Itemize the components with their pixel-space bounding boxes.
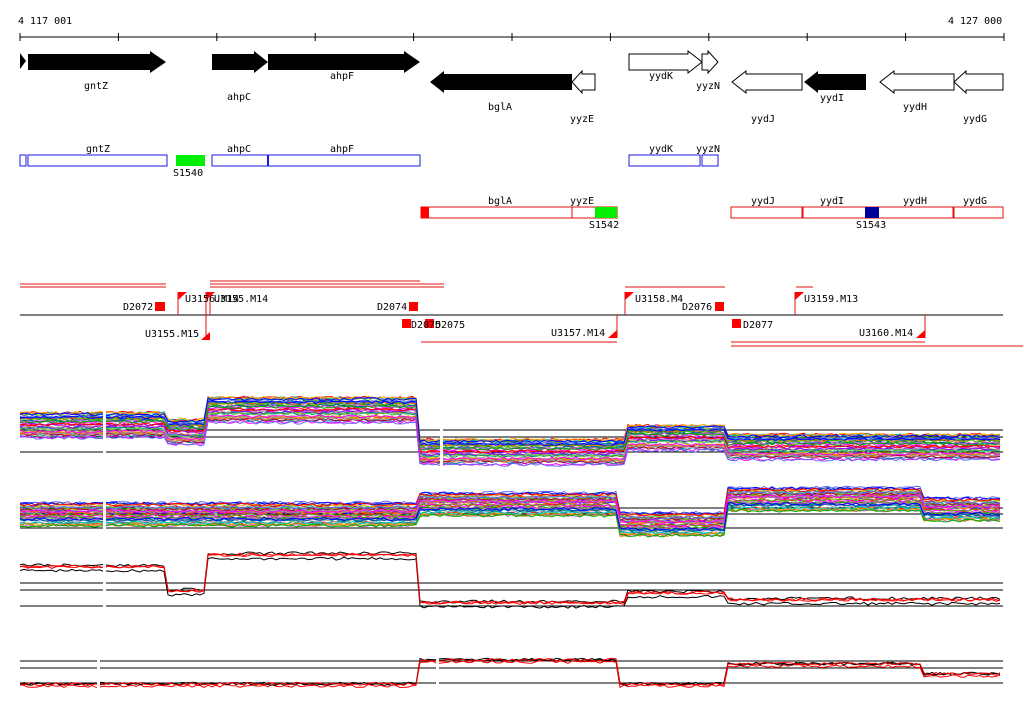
gene-label-yydi: yydI [820,93,844,104]
tu-label[interactable]: D2075 [435,320,465,331]
gene-arrow-ahpf[interactable] [268,51,420,73]
operon-label: ahpC [227,144,251,155]
gene-track: gntZ ahpC ahpF bglA yyzE yydK yyzN yydJ … [20,49,1004,125]
gene-label-yyzn: yyzN [696,81,720,92]
expression-track-summary-1 [19,543,1003,623]
operon-box-yydg[interactable] [953,206,1004,219]
expression-track-summary-2 [19,621,1003,701]
operon-label: ahpF [330,144,354,155]
ruler-end-label: 4 127 000 [948,16,1002,27]
operon-label: yyzN [696,144,720,155]
gene-label-yydk: yydK [649,71,673,82]
segment-marker-s1542[interactable] [595,207,617,218]
gene-arrow-yydk[interactable] [628,49,703,75]
segment-marker-s1540[interactable] [176,155,205,166]
tu-label[interactable]: U3155.M14 [214,294,268,305]
operon-track-forward [19,154,719,167]
tu-label[interactable]: D2076 [682,302,712,313]
gene-arrow-gntz[interactable] [28,51,166,73]
tu-label[interactable]: U3156.M14 [185,294,239,305]
tu-label[interactable]: U3160.M14 [859,328,913,339]
gene-arrow-bgla[interactable] [430,71,572,93]
operon-track-reverse [420,206,1004,219]
segment-label-s1543: S1543 [856,220,886,231]
gene-label-bgla: bglA [488,102,512,113]
tu-label[interactable]: U3157.M14 [551,328,605,339]
gene-arrow-yydh[interactable] [879,69,955,95]
tu-label[interactable]: U3159.M13 [804,294,858,305]
gene-label-gntz: gntZ [84,81,108,92]
operon-box-yydj[interactable] [730,206,803,219]
operon-label: bglA [488,196,512,207]
operon-box-yyzn[interactable] [701,154,719,167]
gene-arrow-yyzn[interactable] [701,49,719,75]
ruler-start-label: 4 117 001 [18,16,72,27]
gene-label-yydj: yydJ [751,114,775,125]
operon-label: gntZ [86,144,110,155]
gene-arrow-yyze[interactable] [571,69,596,95]
operon-box-bgla[interactable] [420,206,573,219]
operon-label: yyzE [570,196,594,207]
tu-label[interactable]: D2074 [377,302,407,313]
expression-track-multicolor-2 [19,468,1003,548]
gene-label-ahpc: ahpC [227,92,251,103]
operon-labels-forward: gntZ ahpC ahpF yydK yyzN [86,144,720,155]
operon-label: yydK [649,144,673,155]
gene-label-yydh: yydH [903,102,927,113]
tu-label[interactable]: D2072 [123,302,153,313]
operon-labels-reverse: bglA yyzE yydJ yydI yydH yydG [488,196,987,207]
operon-label: yydG [963,196,987,207]
tu-label[interactable]: D2075 [411,320,441,331]
tu-label[interactable]: D2077 [743,320,773,331]
tu-label[interactable]: U3158.M4 [635,294,683,305]
gene-label-yyze: yyzE [570,114,594,125]
gene-arrow-yydj[interactable] [731,69,803,95]
gene-arrow-yydg[interactable] [953,69,1004,95]
gene-arrow-ahpc[interactable] [212,51,268,73]
segment-marker-s1543[interactable] [865,207,879,218]
operon-label: yydH [903,196,927,207]
operon-box-gntz[interactable] [27,154,168,167]
segment-label-s1540: S1540 [173,168,203,179]
operon-label: yydJ [751,196,775,207]
operon-label: yydI [820,196,844,207]
tu-label[interactable]: U3155.M15 [145,329,199,340]
position-ruler: 4 117 001 4 127 000 [18,16,1005,41]
segment-label-s1542: S1542 [589,220,619,231]
operon-box[interactable] [19,154,27,167]
expression-track-multicolor-1 [19,390,1003,470]
gene-arrow-yydi[interactable] [804,71,866,93]
operon-box-yydk[interactable] [628,154,701,167]
gene-label-ahpf: ahpF [330,71,354,82]
gene-label-yydg: yydG [963,114,987,125]
transcription-unit-track: D2072 U3155.M15 U3156.M14 U3155.M14 D207… [20,280,1023,347]
operon-box-ahpcf[interactable] [211,154,421,167]
